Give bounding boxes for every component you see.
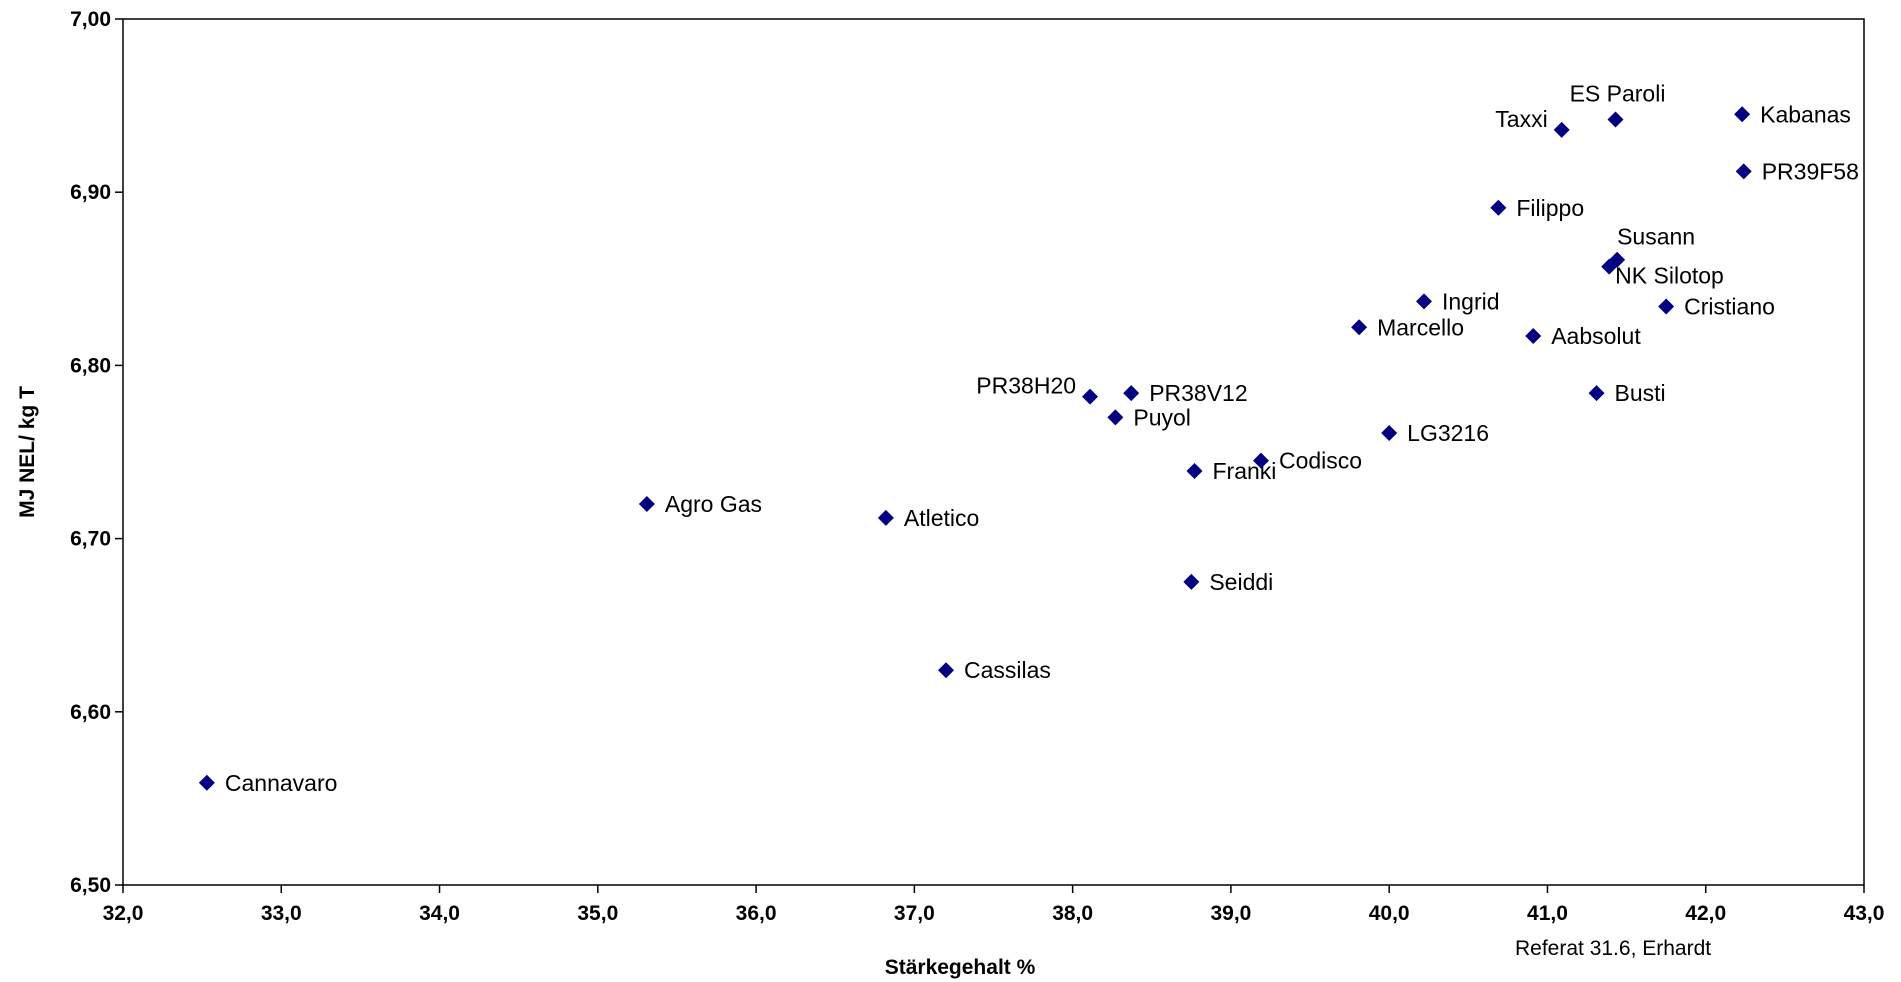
y-tick-label: 6,50 bbox=[70, 874, 111, 897]
data-point-marker bbox=[1183, 573, 1200, 590]
data-point-marker bbox=[1252, 452, 1269, 469]
data-point-marker bbox=[1186, 463, 1203, 480]
data-point-label: Codisco bbox=[1279, 448, 1362, 474]
data-point-marker bbox=[1416, 293, 1433, 310]
data-point-label: PR38H20 bbox=[976, 373, 1076, 399]
data-point-label: Susann bbox=[1617, 224, 1695, 250]
data-point-marker bbox=[1381, 424, 1398, 441]
data-point-label: Filippo bbox=[1516, 195, 1584, 221]
x-axis-ticks: 32,0 33,0 34,0 35,0 36,0 37,0 38,0 39,0 40,0 41,0… bbox=[103, 885, 1885, 925]
data-point-label: Agro Gas bbox=[665, 491, 762, 517]
data-point-label: PR38V12 bbox=[1149, 380, 1247, 406]
data-point-marker bbox=[1658, 298, 1675, 315]
data-point-label: Puyol bbox=[1133, 404, 1191, 430]
y-axis-title: MJ NEL/ kg T bbox=[16, 386, 39, 518]
data-point-marker bbox=[1107, 409, 1124, 426]
x-tick-label: 39,0 bbox=[1210, 902, 1251, 925]
data-point-label: Marcello bbox=[1377, 314, 1464, 340]
data-point-label: Busti bbox=[1615, 380, 1666, 406]
data-point-marker bbox=[1490, 199, 1507, 216]
source-note: Referat 31.6, Erhardt bbox=[1515, 937, 1711, 960]
data-point-label: Seiddi bbox=[1209, 569, 1273, 595]
x-tick-label: 43,0 bbox=[1844, 902, 1885, 925]
x-tick-label: 41,0 bbox=[1527, 902, 1568, 925]
data-point-marker bbox=[1351, 319, 1368, 336]
data-point-label: NK Silotop bbox=[1615, 263, 1724, 289]
data-point-marker bbox=[1734, 106, 1751, 123]
data-point-label: Ingrid bbox=[1442, 288, 1500, 314]
plot-area bbox=[122, 18, 1865, 886]
y-tick-label: 7,00 bbox=[70, 8, 111, 31]
x-tick-label: 37,0 bbox=[894, 902, 935, 925]
x-tick-label: 33,0 bbox=[261, 902, 302, 925]
data-point-marker bbox=[1525, 327, 1542, 344]
x-tick-label: 40,0 bbox=[1369, 902, 1410, 925]
data-point-label: Kabanas bbox=[1760, 101, 1851, 127]
data-point-label: Cannavaro bbox=[225, 770, 338, 796]
data-point-label: Cassilas bbox=[964, 657, 1051, 683]
y-tick-label: 6,80 bbox=[70, 354, 111, 377]
x-tick-label: 34,0 bbox=[419, 902, 460, 925]
x-tick-label: 42,0 bbox=[1685, 902, 1726, 925]
y-tick-label: 6,90 bbox=[70, 181, 111, 204]
data-point-label: PR39F58 bbox=[1762, 158, 1859, 184]
data-point-marker bbox=[1588, 385, 1605, 402]
data-point-marker bbox=[1607, 111, 1624, 128]
data-point-marker bbox=[198, 774, 215, 791]
data-point-marker bbox=[1601, 258, 1618, 275]
x-axis-title: Stärkegehalt % bbox=[885, 956, 1036, 979]
data-points: Cannavaro Agro Gas Atletico Cassilas PR38H20… bbox=[198, 80, 1859, 796]
y-tick-label: 6,70 bbox=[70, 528, 111, 551]
x-tick-label: 35,0 bbox=[577, 902, 618, 925]
x-tick-label: 36,0 bbox=[736, 902, 777, 925]
data-point-label: ES Paroli bbox=[1570, 80, 1666, 106]
data-point-marker bbox=[1553, 121, 1570, 138]
data-point-marker bbox=[877, 509, 894, 526]
data-point-label: Atletico bbox=[904, 505, 979, 531]
y-axis-ticks: 6,50 6,60 6,70 6,80 6,90 7,00 bbox=[70, 8, 123, 897]
data-point-label: LG3216 bbox=[1407, 420, 1489, 446]
data-point-marker bbox=[1735, 163, 1752, 180]
x-tick-label: 32,0 bbox=[103, 902, 144, 925]
data-point-marker bbox=[638, 495, 655, 512]
y-tick-label: 6,60 bbox=[70, 701, 111, 724]
data-point-marker bbox=[938, 662, 955, 679]
x-tick-label: 38,0 bbox=[1052, 902, 1093, 925]
data-point-label: Taxxi bbox=[1495, 106, 1547, 132]
data-point-marker bbox=[1123, 385, 1140, 402]
data-point-label: Cristiano bbox=[1684, 294, 1775, 320]
data-point-label: Aabsolut bbox=[1551, 323, 1641, 349]
data-point-marker bbox=[1082, 388, 1099, 405]
